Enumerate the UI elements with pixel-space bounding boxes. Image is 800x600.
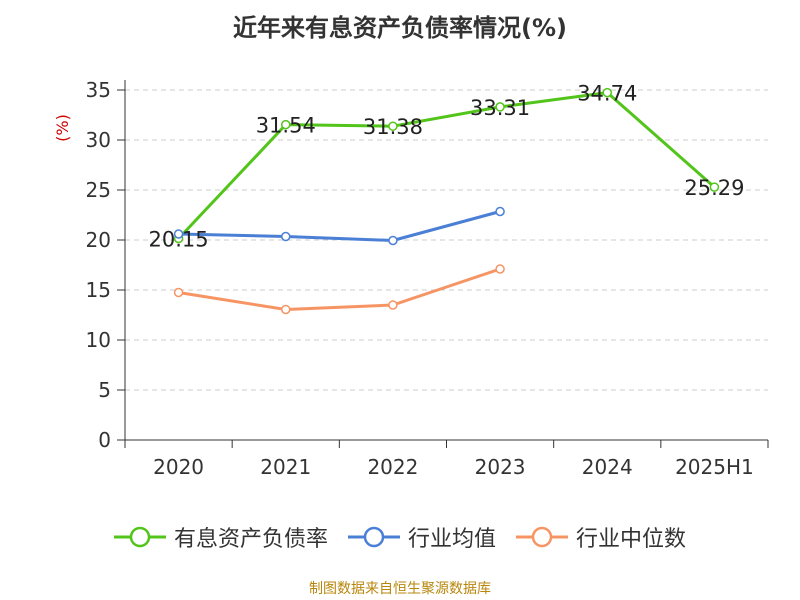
legend-item-series-2[interactable]: 行业均值 xyxy=(347,521,496,553)
x-tick-label: 2024 xyxy=(582,455,633,479)
legend-marker-icon xyxy=(113,526,166,548)
x-tick-label: 2022 xyxy=(367,455,418,479)
legend-label: 行业中位数 xyxy=(576,527,687,552)
data-point xyxy=(388,300,398,310)
data-label: 31.54 xyxy=(256,114,316,138)
x-tick-label: 2023 xyxy=(475,455,526,479)
data-point xyxy=(709,182,720,192)
y-tick-label: 10 xyxy=(86,328,111,352)
legend-label: 有息资产负债率 xyxy=(173,527,328,552)
data-label: 34.74 xyxy=(577,82,637,106)
data-point xyxy=(495,264,505,274)
data-label: 20.15 xyxy=(149,228,209,252)
data-point xyxy=(173,229,184,239)
data-point xyxy=(281,231,291,242)
legend-item-series-1[interactable]: 有息资产负债率 xyxy=(113,521,328,553)
grid-lines xyxy=(125,89,768,391)
x-tick-label: 2020 xyxy=(153,455,204,479)
y-tick-label: 35 xyxy=(86,78,111,102)
x-tick-label: 2025H1 xyxy=(675,455,754,479)
data-point xyxy=(281,304,291,315)
data-point xyxy=(173,287,184,298)
y-axis-label: (%) xyxy=(53,114,72,142)
legend-label: 行业均值 xyxy=(407,527,496,552)
x-tick-label: 2021 xyxy=(260,455,311,479)
axes: 0 5 10 15 20 25 30 35 2020 2021 2022 2023 2024 2025H1 xyxy=(86,78,769,479)
data-point xyxy=(281,119,291,130)
legend-item-series-3[interactable]: 行业中位数 xyxy=(516,521,686,553)
data-point xyxy=(495,102,505,112)
y-tick-label: 15 xyxy=(86,278,111,302)
y-tick-label: 30 xyxy=(86,128,111,152)
y-tick-label: 5 xyxy=(98,378,111,402)
series-line-3 xyxy=(178,267,501,311)
y-tick-label: 20 xyxy=(86,228,111,252)
data-label: 31.38 xyxy=(363,115,423,139)
y-tick-label: 0 xyxy=(98,428,111,452)
legend: 有息资产负债率 行业均值 行业中位数 xyxy=(0,520,800,554)
legend-marker-icon xyxy=(347,526,400,548)
series-line-1 xyxy=(177,91,716,240)
chart-title: 近年来有息资产负债率情况(%) xyxy=(233,14,567,42)
legend-marker-icon xyxy=(516,526,568,548)
data-label: 25.29 xyxy=(684,176,744,200)
data-point xyxy=(388,121,398,131)
series-lines xyxy=(173,87,720,315)
y-tick-label: 25 xyxy=(86,178,111,202)
data-point xyxy=(602,87,612,98)
data-point xyxy=(388,235,398,246)
series-line-2 xyxy=(178,210,501,242)
data-point xyxy=(495,206,505,217)
data-labels: 20.15 31.54 31.38 33.31 34.74 25.29 xyxy=(149,82,745,252)
source-note: 制图数据来自恒生聚源数据库 xyxy=(309,581,491,597)
data-label: 33.31 xyxy=(470,96,530,120)
